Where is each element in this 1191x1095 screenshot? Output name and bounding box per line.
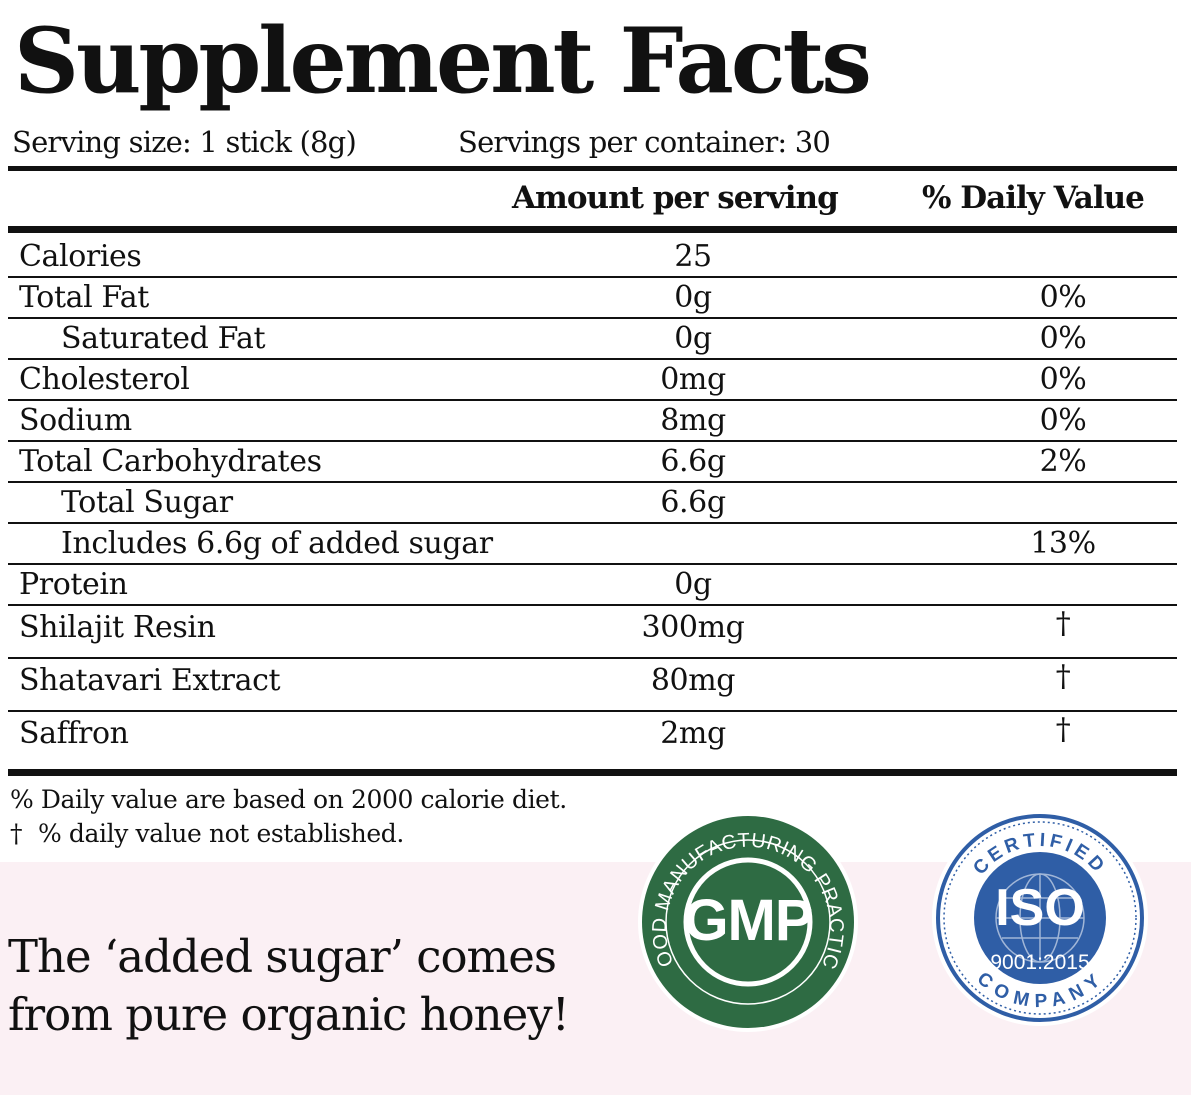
nutrient-amount: 80mg [650, 663, 736, 698]
nutrient-name: Cholesterol [19, 362, 190, 397]
nutrient-amount: 8mg [660, 403, 726, 438]
table-row: Includes 6.6g of added sugar 13% [8, 524, 1177, 565]
page-title: Supplement Facts [14, 8, 872, 114]
nutrient-daily-value: 0% [1039, 362, 1087, 397]
table-row: Protein 0g [8, 565, 1177, 606]
table-row: Calories 25 [8, 237, 1177, 278]
divider-thin [8, 166, 1177, 171]
dagger-footnote-text: % daily value not established. [38, 819, 404, 848]
nutrient-amount [563, 524, 823, 563]
nutrient-daily-value: 0% [1039, 280, 1087, 315]
dagger-symbol: † [10, 819, 23, 848]
supplement-facts-panel [0, 0, 1191, 862]
nutrient-amount: 25 [674, 239, 712, 274]
nutrient-name: Sodium [19, 403, 132, 438]
table-row: Shatavari Extract 80mg † [8, 659, 1177, 712]
nutrient-daily-value [963, 237, 1163, 276]
honey-tagline: The ‘added sugar’ comes from pure organi… [8, 928, 570, 1044]
nutrient-name: Shatavari Extract [19, 663, 281, 698]
divider-thick-bottom [8, 769, 1177, 776]
gmp-center-text: GMP [683, 888, 813, 953]
iso-center-text: ISO [995, 879, 1085, 937]
servings-per-container: Servings per container: 30 [458, 125, 831, 159]
nutrient-name: Saturated Fat [61, 321, 266, 356]
serving-size: Serving size: 1 stick (8g) [12, 125, 357, 159]
table-row: Total Sugar 6.6g [8, 483, 1177, 524]
gmp-badge: GOOD MANUFACTURING PRACTICE GMP [628, 793, 860, 1034]
nutrient-daily-value: 2% [1039, 444, 1087, 479]
nutrient-daily-value: † [1055, 712, 1071, 747]
iso-standard-number: 9001:2015 [990, 951, 1090, 974]
table-row: Sodium 8mg 0% [8, 401, 1177, 442]
nutrient-daily-value [963, 483, 1163, 522]
nutrient-name: Includes 6.6g of added sugar [61, 526, 493, 561]
daily-value-footnote: % Daily value are based on 2000 calorie … [10, 785, 567, 814]
table-row: Saturated Fat 0g 0% [8, 319, 1177, 360]
nutrient-daily-value: 0% [1039, 321, 1087, 356]
daily-value-header: % Daily Value [922, 180, 1145, 216]
nutrient-daily-value: † [1055, 659, 1071, 694]
iso-seal-icon: CERTIFIED COMPANY [932, 810, 1148, 1026]
nutrient-daily-value: † [1055, 606, 1071, 641]
table-row: Saffron 2mg † [8, 712, 1177, 765]
nutrient-daily-value [963, 565, 1163, 604]
tagline-line-1: The ‘added sugar’ comes [8, 930, 557, 983]
nutrient-amount: 6.6g [660, 485, 726, 520]
nutrient-daily-value: 0% [1039, 403, 1087, 438]
divider-thick [8, 226, 1177, 233]
nutrient-name: Shilajit Resin [19, 610, 216, 645]
table-row: Total Fat 0g 0% [8, 278, 1177, 319]
nutrient-name: Total Sugar [61, 485, 233, 520]
nutrient-amount: 300mg [641, 610, 745, 645]
nutrient-amount: 0mg [660, 362, 726, 397]
nutrient-amount: 2mg [660, 716, 726, 751]
gmp-seal-icon: GOOD MANUFACTURING PRACTICE [628, 793, 858, 1032]
nutrient-name: Protein [19, 567, 128, 602]
amount-per-serving-header: Amount per serving [512, 180, 839, 216]
table-row: Cholesterol 0mg 0% [8, 360, 1177, 401]
nutrient-daily-value: 13% [1030, 526, 1096, 561]
nutrient-name: Saffron [19, 716, 129, 751]
nutrient-amount: 0g [674, 567, 712, 602]
table-row: Shilajit Resin 300mg † [8, 606, 1177, 659]
table-row: Total Carbohydrates 6.6g 2% [8, 442, 1177, 483]
nutrient-amount: 0g [674, 280, 712, 315]
tagline-line-2: from pure organic honey! [8, 988, 570, 1041]
nutrient-table: Calories 25 Total Fat 0g 0% Saturated Fa… [8, 237, 1177, 765]
nutrient-amount: 0g [674, 321, 712, 356]
dagger-footnote: † % daily value not established. [10, 818, 404, 850]
globe-icon [995, 873, 1085, 963]
iso-badge: CERTIFIED COMPANY ISO 9001:2015 [930, 808, 1150, 1028]
nutrient-name: Calories [19, 239, 142, 274]
nutrient-name: Total Carbohydrates [19, 444, 322, 479]
nutrient-amount: 6.6g [660, 444, 726, 479]
nutrient-name: Total Fat [19, 280, 149, 315]
